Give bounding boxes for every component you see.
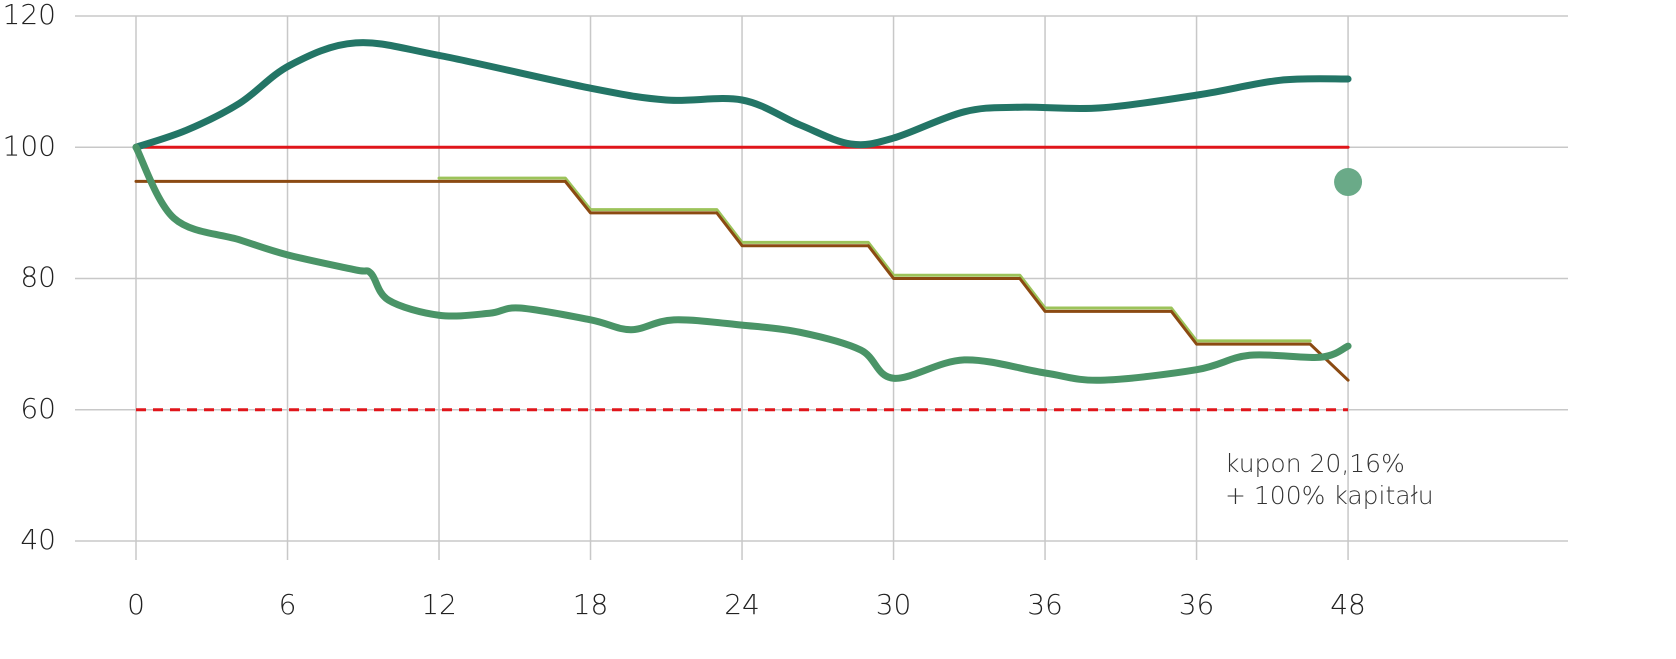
- series-line: [134, 179, 1350, 382]
- series-line: [132, 143, 1352, 384]
- y-tick-label: 80: [20, 261, 56, 294]
- annotation: + 100% kapitału: [1225, 481, 1434, 510]
- x-tick-label: 36: [1179, 588, 1215, 621]
- y-tick-label: 100: [3, 129, 56, 162]
- series-line: [132, 39, 1352, 151]
- y-tick-label: 40: [20, 523, 56, 556]
- dot-marker: [1334, 168, 1363, 197]
- x-tick-label: 18: [573, 588, 609, 621]
- x-tick-label: 30: [876, 588, 912, 621]
- y-tick-label: 120: [3, 0, 56, 31]
- x-tick-label: 24: [724, 588, 760, 621]
- y-tick-label: 60: [20, 392, 56, 425]
- annotation: kupon 20,16%: [1225, 449, 1405, 478]
- series-line: [437, 176, 1312, 343]
- x-tick-label: 0: [127, 588, 145, 621]
- x-tick-label: 12: [421, 588, 457, 621]
- x-tick-label: 48: [1330, 588, 1366, 621]
- x-tick-label: 6: [279, 588, 297, 621]
- x-tick-label: 36: [1027, 588, 1063, 621]
